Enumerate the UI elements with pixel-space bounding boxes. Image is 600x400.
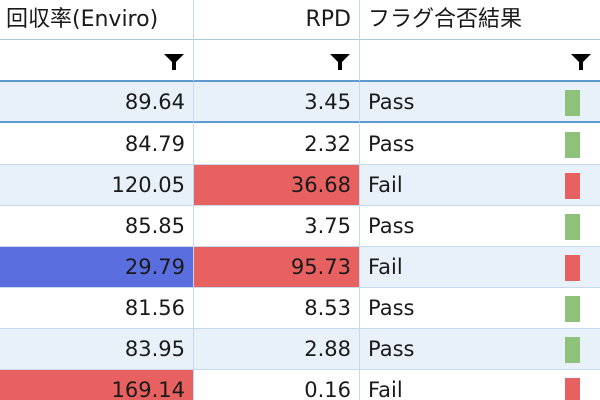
- recovery-cell[interactable]: 84.79: [0, 124, 194, 165]
- flag-result-cell[interactable]: Fail: [360, 247, 600, 288]
- rpd-cell-highlighted[interactable]: 36.68: [194, 165, 360, 206]
- recovery-cell-highlighted[interactable]: 29.79: [0, 247, 194, 288]
- fail-flag-indicator: [565, 255, 580, 281]
- recovery-cell[interactable]: 120.05: [0, 165, 194, 206]
- recovery-cell[interactable]: 81.56: [0, 288, 194, 329]
- recovery-cell-highlighted[interactable]: 169.14: [0, 370, 194, 400]
- column-header-flag-result[interactable]: フラグ合否結果: [360, 0, 600, 40]
- flag-result-cell[interactable]: Fail: [360, 370, 600, 400]
- filter-funnel-icon[interactable]: [163, 52, 185, 72]
- flag-result-cell[interactable]: Pass: [360, 124, 600, 165]
- pass-flag-indicator: [565, 214, 580, 240]
- fail-flag-indicator: [565, 173, 580, 199]
- flag-result-label: Fail: [368, 378, 403, 400]
- table-row[interactable]: 81.56 8.53 Pass: [0, 288, 600, 329]
- rpd-cell[interactable]: 3.45: [194, 82, 360, 123]
- table-row[interactable]: 89.64 3.45 Pass: [0, 82, 600, 123]
- table-row[interactable]: 29.79 95.73 Fail: [0, 247, 600, 288]
- table-row[interactable]: 120.05 36.68 Fail: [0, 165, 600, 206]
- rpd-cell[interactable]: 2.88: [194, 329, 360, 370]
- flag-result-label: Pass: [368, 132, 415, 156]
- recovery-cell[interactable]: 89.64: [0, 82, 194, 123]
- rpd-cell[interactable]: 2.32: [194, 124, 360, 165]
- table-row[interactable]: 169.14 0.16 Fail: [0, 370, 600, 400]
- rpd-cell[interactable]: 0.16: [194, 370, 360, 400]
- rpd-cell-highlighted[interactable]: 95.73: [194, 247, 360, 288]
- filter-funnel-icon[interactable]: [329, 52, 351, 72]
- table-row[interactable]: 84.79 2.32 Pass: [0, 124, 600, 165]
- flag-result-cell[interactable]: Pass: [360, 82, 600, 123]
- flag-result-label: Fail: [368, 173, 403, 197]
- flag-result-label: Fail: [368, 255, 403, 279]
- flag-result-label: Pass: [368, 296, 415, 320]
- header-row: 回収率(Enviro) RPD フラグ合否結果: [0, 0, 600, 40]
- filter-row: [0, 40, 600, 82]
- filter-funnel-icon[interactable]: [570, 52, 592, 72]
- flag-result-cell[interactable]: Pass: [360, 206, 600, 247]
- pass-flag-indicator: [565, 296, 580, 322]
- flag-result-cell[interactable]: Fail: [360, 165, 600, 206]
- filter-cell-flag-result: [360, 40, 600, 82]
- recovery-cell[interactable]: 85.85: [0, 206, 194, 247]
- table-row[interactable]: 85.85 3.75 Pass: [0, 206, 600, 247]
- flag-result-cell[interactable]: Pass: [360, 288, 600, 329]
- column-header-recovery[interactable]: 回収率(Enviro): [0, 0, 194, 40]
- column-header-rpd[interactable]: RPD: [194, 0, 360, 40]
- flag-result-cell[interactable]: Pass: [360, 329, 600, 370]
- flag-result-label: Pass: [368, 337, 415, 361]
- fail-flag-indicator: [565, 378, 580, 400]
- filter-cell-rpd: [194, 40, 360, 82]
- rpd-cell[interactable]: 3.75: [194, 206, 360, 247]
- rpd-cell[interactable]: 8.53: [194, 288, 360, 329]
- recovery-cell[interactable]: 83.95: [0, 329, 194, 370]
- table-row[interactable]: 83.95 2.88 Pass: [0, 329, 600, 370]
- pass-flag-indicator: [565, 90, 580, 116]
- flag-result-label: Pass: [368, 90, 415, 114]
- filter-cell-recovery: [0, 40, 194, 82]
- flag-result-label: Pass: [368, 214, 415, 238]
- pass-flag-indicator: [565, 337, 580, 363]
- pass-flag-indicator: [565, 132, 580, 158]
